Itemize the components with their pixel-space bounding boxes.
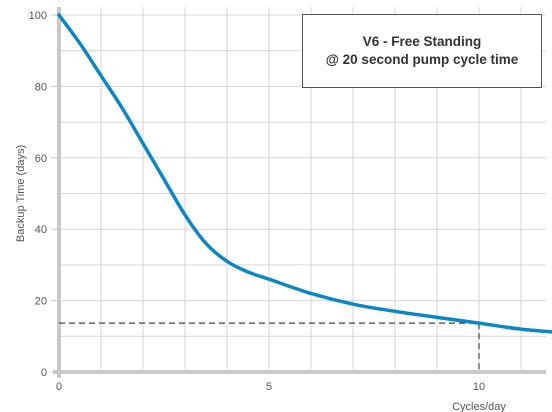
y-tick-label: 60 [35, 153, 47, 165]
x-tick-label: 5 [266, 381, 272, 393]
y-tick-label: 0 [41, 367, 47, 379]
y-tick-label: 100 [29, 10, 47, 22]
y-tick-label: 80 [35, 81, 47, 93]
x-tick-label: 10 [473, 381, 485, 393]
y-tick-label: 20 [35, 296, 47, 308]
x-axis-title: Cycles/day [452, 401, 506, 412]
chart-title-box: V6 - Free Standing @ 20 second pump cycl… [302, 14, 542, 88]
y-tick-label: 40 [35, 224, 47, 236]
y-axis-title: Backup Time (days) [15, 145, 27, 242]
chart-title-line-1: V6 - Free Standing [362, 34, 482, 49]
chart-title-line-2: @ 20 second pump cycle time [325, 52, 519, 67]
series-line-0 [57, 13, 552, 334]
x-tick-label: 0 [56, 381, 62, 393]
